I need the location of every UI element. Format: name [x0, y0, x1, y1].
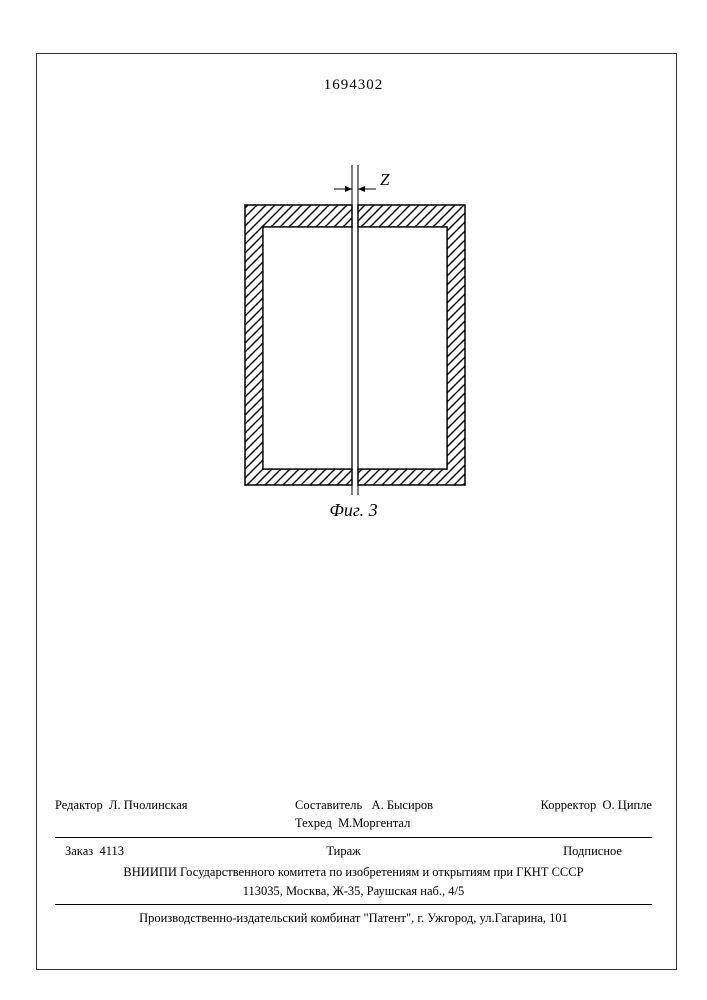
credits-row-staff: Редактор Л. Пчолинская Составитель А. Бы…: [55, 796, 652, 839]
subscription-label: Подписное: [563, 842, 622, 861]
corrector-name: О. Ципле: [603, 798, 652, 812]
editor: Редактор Л. Пчолинская: [55, 796, 188, 834]
figure-label: Фиг. 3: [0, 500, 707, 521]
printer-line: Производственно-издательский комбинат "П…: [55, 905, 652, 928]
figure-3: Z: [225, 165, 485, 495]
svg-text:Z: Z: [380, 170, 390, 189]
order-row: Заказ 4113 Тираж Подписное: [55, 842, 652, 863]
editor-label: Редактор: [55, 798, 103, 812]
credits-row-org: Заказ 4113 Тираж Подписное ВНИИПИ Госуда…: [55, 838, 652, 905]
techred-label: Техред: [295, 816, 332, 830]
order-label: Заказ: [65, 844, 93, 858]
composer-techred: Составитель А. Бысиров Техред М.Моргента…: [295, 796, 433, 834]
order-number: 4113: [99, 844, 124, 858]
circulation-label: Тираж: [326, 842, 360, 861]
org-line2: 113035, Москва, Ж-35, Раушская наб., 4/5: [55, 882, 652, 901]
corrector: Корректор О. Ципле: [541, 796, 652, 834]
composer-name: А. Бысиров: [372, 798, 434, 812]
figure-svg: Z: [225, 165, 485, 495]
composer-label: Составитель: [295, 798, 362, 812]
corrector-label: Корректор: [541, 798, 597, 812]
credits-block: Редактор Л. Пчолинская Составитель А. Бы…: [55, 796, 652, 929]
patent-number: 1694302: [0, 77, 707, 94]
techred-name: М.Моргентал: [338, 816, 410, 830]
editor-name: Л. Пчолинская: [109, 798, 187, 812]
org-line1: ВНИИПИ Государственного комитета по изоб…: [55, 863, 652, 882]
